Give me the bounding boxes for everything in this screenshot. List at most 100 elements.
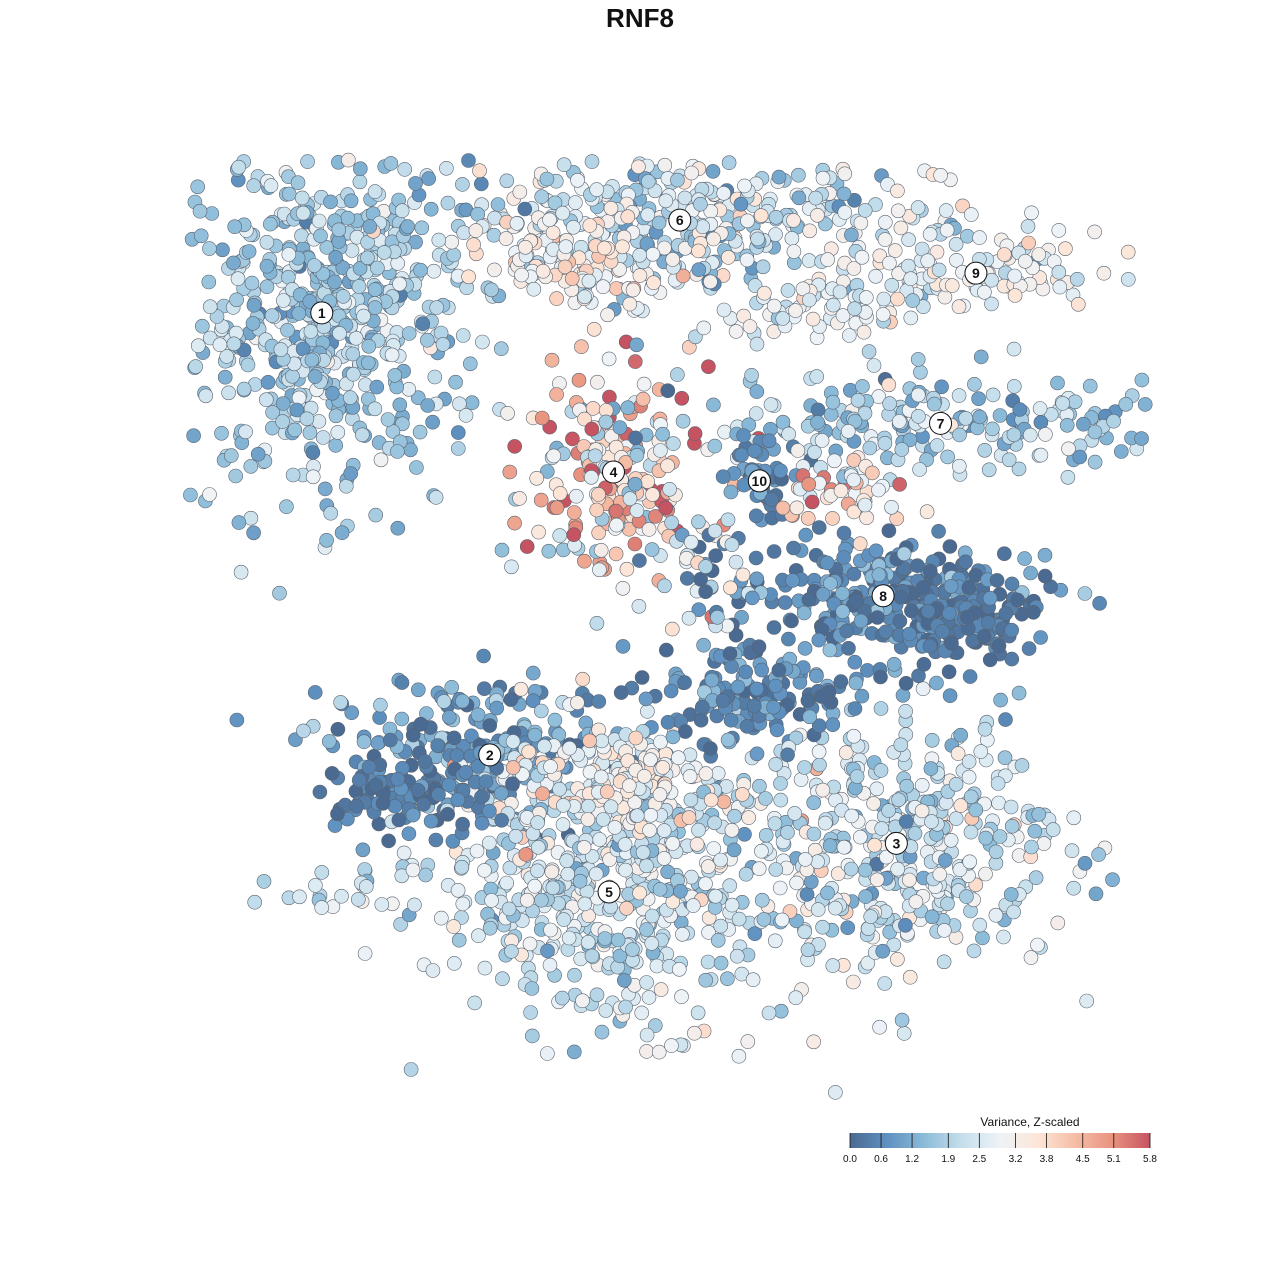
data-point <box>384 347 400 363</box>
data-point <box>684 165 699 181</box>
data-point <box>815 919 830 935</box>
data-point <box>382 732 398 748</box>
data-point <box>767 816 783 831</box>
data-point <box>198 388 214 404</box>
data-point <box>935 624 950 639</box>
data-point <box>390 771 406 787</box>
data-point <box>473 176 489 192</box>
data-point <box>644 542 660 557</box>
data-point <box>615 239 630 255</box>
data-point <box>941 605 957 621</box>
data-point <box>1014 758 1030 773</box>
data-point <box>766 620 782 635</box>
data-point <box>632 553 647 568</box>
data-point <box>720 971 735 987</box>
data-point <box>971 391 986 407</box>
data-point <box>801 592 817 607</box>
data-point <box>773 463 788 479</box>
data-point <box>922 638 938 654</box>
data-point <box>898 703 913 719</box>
data-point <box>854 249 870 265</box>
data-point <box>749 571 765 587</box>
data-point <box>716 186 732 201</box>
data-point <box>696 637 711 653</box>
data-point <box>857 497 873 513</box>
data-point <box>652 787 668 802</box>
data-point <box>943 832 959 848</box>
data-point <box>895 687 911 703</box>
data-point <box>468 223 484 238</box>
data-point <box>698 584 713 600</box>
data-point <box>903 271 919 287</box>
data-point <box>713 852 728 868</box>
data-point <box>373 697 388 713</box>
data-point <box>581 273 597 289</box>
data-point <box>1037 547 1053 563</box>
data-point <box>482 803 497 819</box>
data-point <box>1059 417 1075 433</box>
data-point <box>691 822 706 838</box>
data-point <box>451 932 467 948</box>
data-point <box>740 1034 756 1049</box>
data-point <box>446 919 461 934</box>
data-point <box>1023 950 1039 965</box>
data-point <box>785 573 800 588</box>
data-point <box>963 207 979 222</box>
data-point <box>690 1005 706 1021</box>
data-point <box>853 613 869 629</box>
data-point <box>968 802 984 818</box>
data-point <box>758 827 774 843</box>
data-point <box>658 500 674 516</box>
data-point <box>768 210 784 225</box>
data-point <box>1072 449 1088 465</box>
data-point <box>592 832 607 847</box>
data-point <box>408 234 423 250</box>
data-point <box>360 250 375 266</box>
data-point <box>418 867 433 883</box>
data-point <box>618 999 633 1015</box>
data-point <box>530 815 545 830</box>
data-point <box>212 337 228 353</box>
data-point <box>1020 219 1036 234</box>
data-point <box>494 542 510 558</box>
data-point <box>202 487 217 502</box>
data-point <box>635 391 651 407</box>
data-point <box>734 447 749 463</box>
data-point <box>361 338 377 354</box>
data-point <box>526 281 542 297</box>
data-point <box>450 882 466 898</box>
data-point <box>800 510 816 526</box>
data-point <box>356 308 371 324</box>
data-point <box>430 738 446 753</box>
data-point <box>862 440 878 456</box>
data-point <box>833 483 849 499</box>
data-point <box>839 623 855 639</box>
data-point <box>747 443 762 459</box>
data-point <box>671 961 687 977</box>
data-point <box>771 169 787 185</box>
data-point <box>467 995 483 1011</box>
data-point <box>427 369 443 385</box>
data-point <box>444 679 460 695</box>
data-point <box>713 918 729 934</box>
data-point <box>1091 847 1106 862</box>
data-point <box>877 976 893 991</box>
data-point <box>505 760 521 775</box>
data-point <box>660 458 675 474</box>
data-point <box>988 907 1004 923</box>
data-point <box>273 342 289 357</box>
data-point <box>652 882 668 897</box>
data-point <box>587 448 603 464</box>
data-point <box>775 500 791 516</box>
data-point <box>820 252 835 267</box>
data-point <box>345 366 361 382</box>
data-point <box>413 716 429 732</box>
data-point <box>250 446 266 462</box>
data-point <box>907 826 923 841</box>
data-point <box>810 208 825 223</box>
data-point <box>600 307 615 323</box>
data-point <box>612 420 628 435</box>
data-point <box>828 900 843 916</box>
data-point <box>738 664 754 680</box>
data-point <box>236 381 252 397</box>
